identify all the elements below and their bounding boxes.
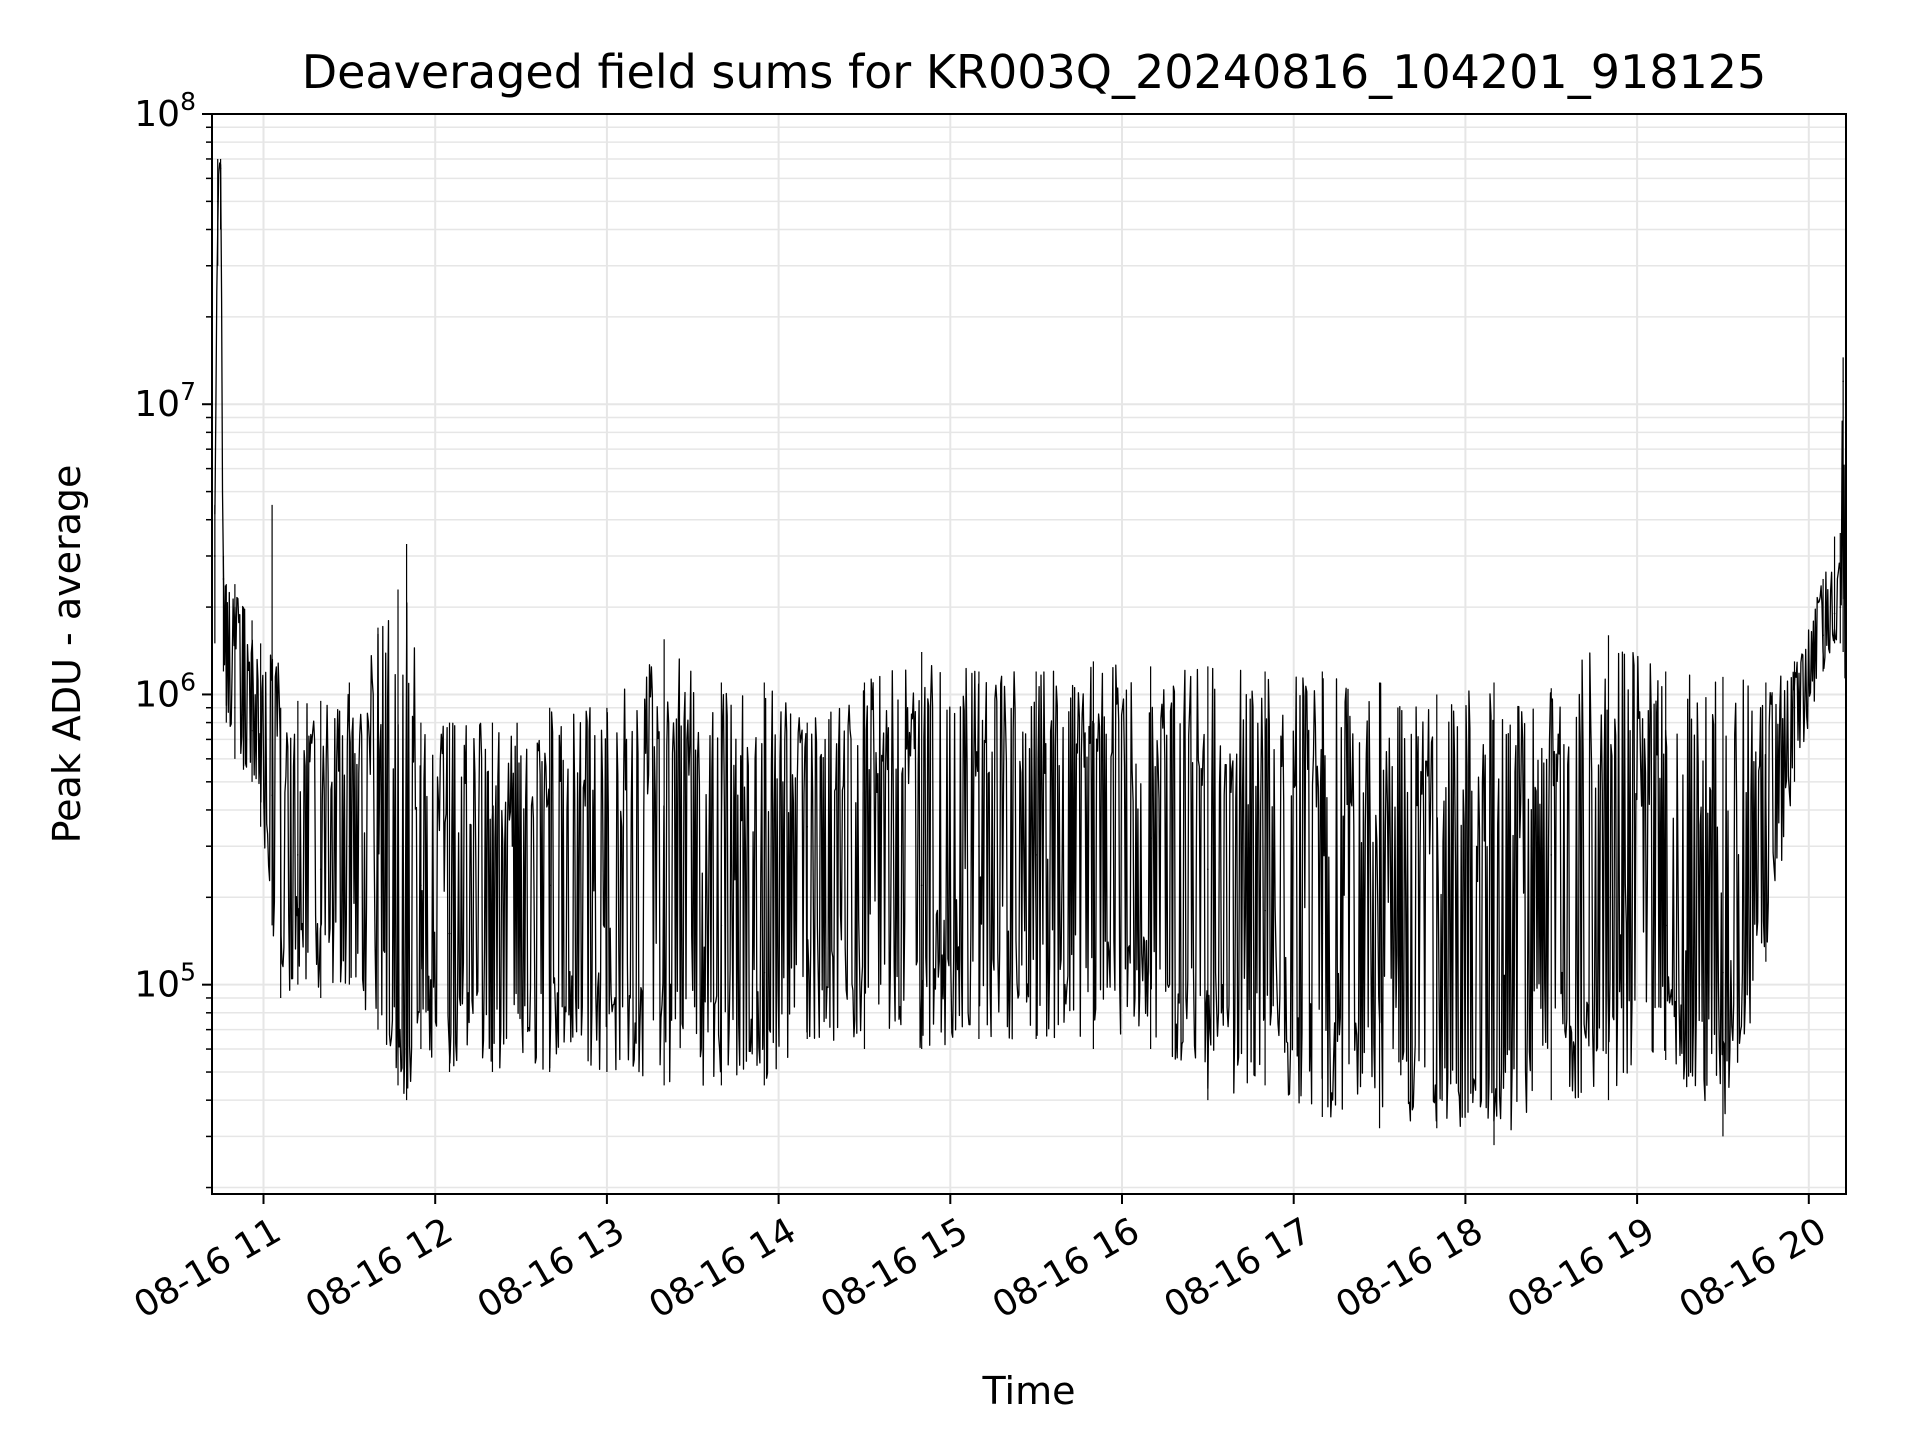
x-axis: 08-16 11 08-16 12 08-16 13 08-16 14 08-16 15…	[127, 1194, 1833, 1327]
y-axis: 105 106 107 108	[134, 87, 212, 1189]
x-tick-label: 08-16 16	[986, 1210, 1147, 1326]
plot-area-frame	[211, 113, 1847, 1195]
x-tick-label: 08-16 19	[1501, 1210, 1662, 1326]
y-tick-label: 108	[134, 87, 196, 135]
y-tick-label: 105	[134, 958, 196, 1006]
y-tick-label: 107	[134, 377, 196, 425]
x-tick-label: 08-16 13	[471, 1210, 632, 1326]
chart-title: Deaveraged field sums for KR003Q_2024081…	[302, 45, 1767, 99]
y-axis-title: Peak ADU - average	[45, 465, 89, 844]
x-tick-label: 08-16 12	[299, 1210, 460, 1326]
x-tick-label: 08-16 15	[814, 1210, 975, 1326]
data-line-layer	[214, 158, 1847, 1146]
x-tick-label: 08-16 17	[1158, 1210, 1319, 1326]
x-tick-label: 08-16 18	[1329, 1210, 1490, 1326]
x-tick-label: 08-16 14	[642, 1210, 803, 1326]
x-tick-label: 08-16 20	[1673, 1210, 1834, 1326]
y-tick-label: 106	[134, 667, 196, 715]
data-series-line	[214, 162, 1847, 1131]
x-tick-label: 08-16 11	[127, 1210, 288, 1326]
x-axis-title: Time	[982, 1369, 1076, 1413]
